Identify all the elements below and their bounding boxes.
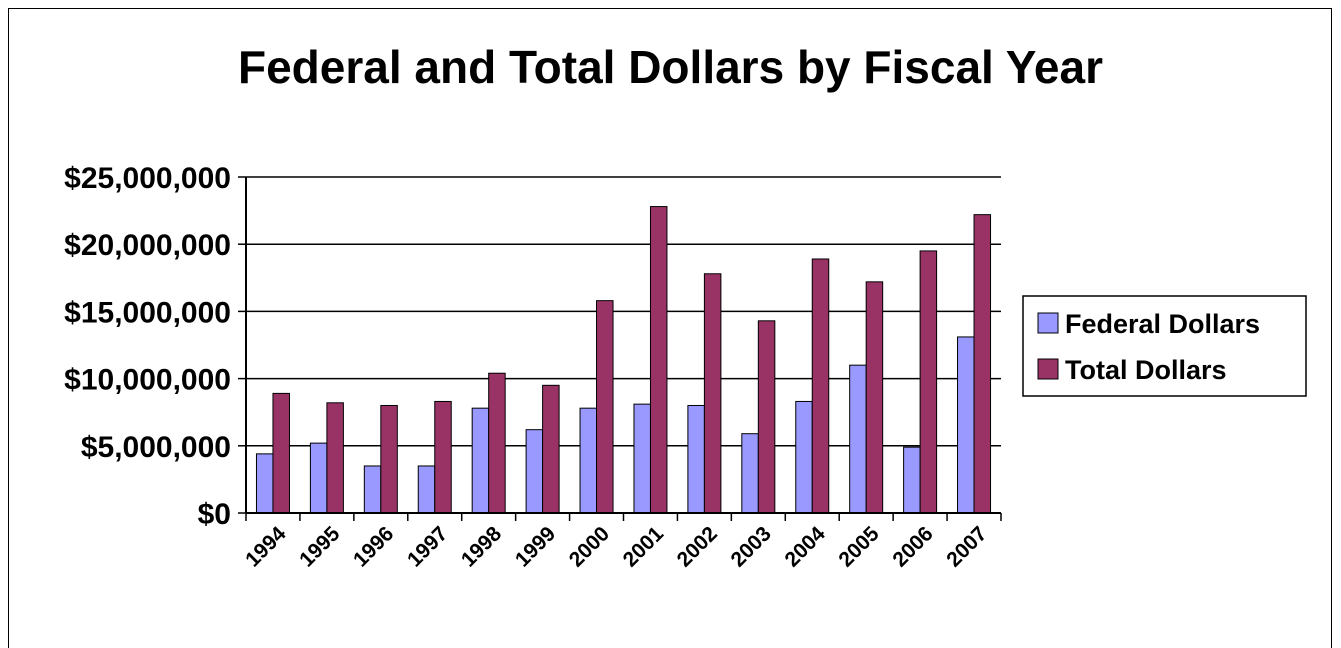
bar-federal-dollars-2002 <box>687 404 705 514</box>
x-tick-label: 2000 <box>565 522 614 571</box>
bar-federal-dollars-2005 <box>849 364 867 514</box>
legend-box <box>1022 295 1307 397</box>
x-tick-label: 2002 <box>673 522 722 571</box>
bar-federal-dollars-2001 <box>633 403 651 514</box>
x-tick-label: 1995 <box>295 522 345 572</box>
bar-federal-dollars-1999 <box>525 429 544 514</box>
x-tick-label: 2006 <box>888 522 937 571</box>
legend: Federal Dollars Total Dollars <box>1022 295 1307 397</box>
bar-federal-dollars-1994 <box>255 453 274 514</box>
y-tick-label: $20,000,000 <box>64 229 231 262</box>
x-tick-label: 2007 <box>942 522 991 571</box>
x-tick-label: 2003 <box>727 522 776 571</box>
bar-total-dollars-2004 <box>811 258 830 514</box>
x-tick-label: 1999 <box>511 522 560 571</box>
bar-total-dollars-2001 <box>649 206 668 514</box>
bar-federal-dollars-2004 <box>795 400 813 514</box>
gridlines <box>246 176 1001 447</box>
x-tick-label: 1996 <box>349 522 398 571</box>
y-tick-label: $25,000,000 <box>64 162 231 195</box>
bar-total-dollars-2006 <box>919 250 938 514</box>
bar-federal-dollars-1997 <box>417 465 436 514</box>
y-tick-label: $10,000,000 <box>64 364 231 397</box>
bar-federal-dollars-2000 <box>579 407 598 514</box>
legend-swatch <box>1037 312 1059 334</box>
bar-total-dollars-1996 <box>380 404 398 514</box>
bar-federal-dollars-2003 <box>741 433 759 514</box>
legend-swatch <box>1037 358 1059 380</box>
bar-total-dollars-1995 <box>326 402 344 514</box>
chart-frame <box>8 8 1332 648</box>
bars <box>255 206 992 514</box>
legend-label: Federal Dollars <box>1065 309 1260 339</box>
bar-federal-dollars-1996 <box>363 465 382 514</box>
bar-total-dollars-2002 <box>703 273 722 514</box>
bar-total-dollars-1998 <box>488 372 506 514</box>
bar-total-dollars-1999 <box>542 384 560 514</box>
bar-federal-dollars-2007 <box>957 336 975 514</box>
chart-title: Federal and Total Dollars by Fiscal Year <box>238 41 1103 93</box>
bar-total-dollars-2007 <box>973 214 992 514</box>
x-tick-label: 2004 <box>780 522 830 572</box>
x-tick-labels: 1994 1995 1996 1997 1998 1999 2000 2001 2002 2003… <box>241 522 991 572</box>
bar-federal-dollars-1998 <box>471 407 490 514</box>
axes <box>238 176 1002 521</box>
y-tick-labels: $0 $5,000,000 $10,000,000 $15,000,000 $20,00… <box>64 162 231 531</box>
x-tick-label: 1998 <box>457 522 507 572</box>
y-tick-label: $0 <box>198 498 231 531</box>
x-tick-label: 1997 <box>403 522 452 571</box>
bar-total-dollars-2005 <box>865 281 884 514</box>
bar-total-dollars-2000 <box>596 300 614 514</box>
bar-total-dollars-1994 <box>272 392 290 514</box>
legend-label: Total Dollars <box>1065 355 1227 385</box>
bar-federal-dollars-1995 <box>309 442 328 514</box>
y-tick-label: $15,000,000 <box>64 296 231 329</box>
bar-total-dollars-1997 <box>434 400 452 514</box>
x-tick-label: 2001 <box>619 522 669 572</box>
x-tick-label: 1994 <box>241 522 291 572</box>
bar-federal-dollars-2006 <box>903 446 921 514</box>
x-tick-label: 2005 <box>834 522 884 572</box>
y-tick-label: $5,000,000 <box>81 431 231 464</box>
bar-total-dollars-2003 <box>757 320 776 514</box>
